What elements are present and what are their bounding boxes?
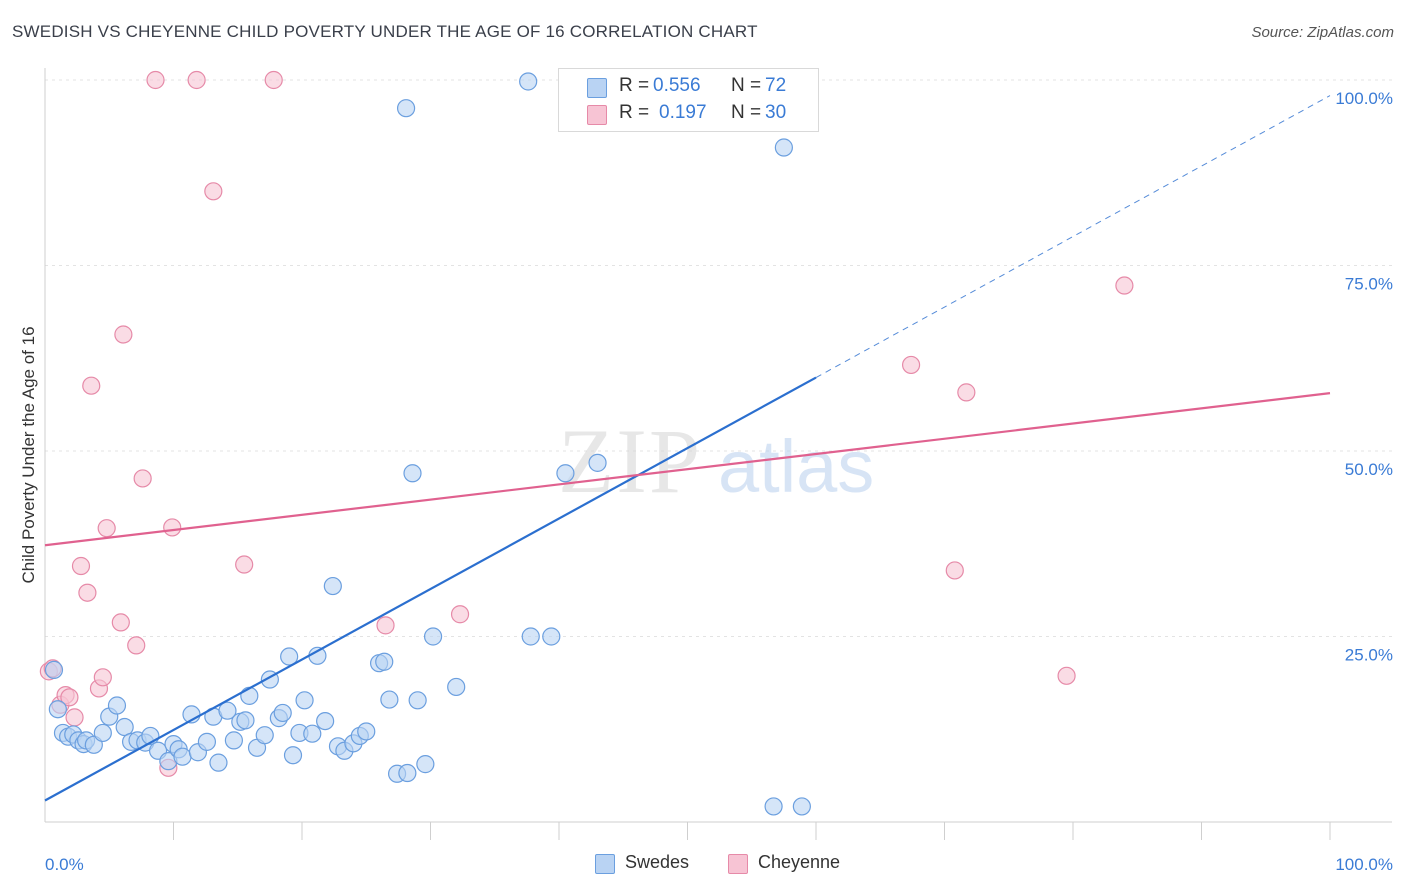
cheyenne-point <box>93 668 112 687</box>
y-tick-label: 100.0% <box>1335 89 1393 108</box>
cheyenne-swatch <box>728 854 748 874</box>
swedes-point <box>774 138 793 157</box>
series-swedes-points <box>44 70 811 816</box>
swedes-point <box>792 797 811 816</box>
swedes-point <box>323 576 342 596</box>
cheyenne-point <box>78 583 97 602</box>
n-label: N = <box>731 75 762 96</box>
r-value: 0.556 <box>653 75 701 96</box>
watermark-zip: ZIP <box>558 410 702 512</box>
swedes-point <box>357 722 376 741</box>
x-tick-label: 0.0% <box>45 855 84 874</box>
cheyenne-point <box>65 708 84 727</box>
legend-label-swedes: Swedes <box>625 852 690 872</box>
trend-line-swedes <box>44 376 817 802</box>
y-axis-label: Child Poverty Under the Age of 16 <box>19 326 38 584</box>
cheyenne-point <box>264 70 283 90</box>
cheyenne-point <box>133 469 152 488</box>
swedes-point <box>416 755 435 774</box>
swedes-point <box>375 652 394 671</box>
cheyenne-swatch <box>587 105 607 125</box>
tick-labels: 25.0% 50.0% 75.0% 100.0% 0.0% 100.0% <box>45 89 1393 874</box>
swedes-point <box>398 763 417 783</box>
swedes-point <box>93 723 112 743</box>
swedes-point <box>236 711 255 730</box>
gridlines <box>45 79 1392 637</box>
swedes-point <box>173 747 192 766</box>
chart-title: SWEDISH VS CHEYENNE CHILD POVERTY UNDER … <box>12 22 758 41</box>
trend-line-swedes-extension <box>815 95 1331 378</box>
swedes-point <box>316 711 335 731</box>
swedes-point <box>107 696 127 715</box>
swedes-point <box>295 691 314 710</box>
swedes-swatch <box>587 78 607 98</box>
swedes-point <box>556 464 575 483</box>
swedes-point <box>48 700 67 719</box>
cheyenne-point <box>146 70 165 90</box>
cheyenne-point <box>71 556 91 576</box>
swedes-point <box>224 731 243 750</box>
swedes-point <box>44 660 64 679</box>
cheyenne-point <box>901 355 921 375</box>
swedes-point <box>280 647 299 666</box>
series-legend: Swedes Cheyenne <box>0 852 1406 878</box>
r-value: 0.197 <box>659 102 707 123</box>
cheyenne-point <box>204 182 223 201</box>
cheyenne-point <box>114 325 133 344</box>
cheyenne-point <box>376 616 395 635</box>
swedes-point <box>273 703 292 723</box>
cheyenne-point <box>60 688 79 707</box>
n-value: 72 <box>765 75 787 96</box>
r-label: R = <box>619 102 650 123</box>
cheyenne-point <box>97 519 116 538</box>
swedes-point <box>255 726 274 745</box>
swedes-point <box>396 99 416 118</box>
swedes-point <box>209 753 228 772</box>
cheyenne-point <box>957 383 976 402</box>
swedes-swatch <box>595 854 615 874</box>
stats-legend: R = 0.556 N = 72 R = 0.197 N = 30 <box>558 68 819 132</box>
y-tick-label: 50.0% <box>1345 460 1393 479</box>
swedes-point <box>588 453 607 472</box>
swedes-point <box>197 732 217 751</box>
swedes-point <box>380 690 399 709</box>
swedes-point <box>408 691 427 710</box>
swedes-point <box>218 701 237 720</box>
cheyenne-point <box>163 518 182 537</box>
swedes-point <box>423 627 443 646</box>
y-tick-label: 75.0% <box>1345 275 1393 294</box>
swedes-point <box>283 746 303 765</box>
cheyenne-point <box>187 70 206 90</box>
n-label: N = <box>731 102 762 123</box>
cheyenne-point <box>111 613 130 632</box>
r-label: R = <box>619 75 650 96</box>
source-label: Source: ZipAtlas.com <box>1251 24 1394 41</box>
n-value: 30 <box>765 102 787 123</box>
swedes-point <box>521 627 540 646</box>
swedes-point <box>403 464 422 483</box>
cheyenne-point <box>450 605 470 624</box>
swedes-point <box>303 724 322 743</box>
axes <box>44 68 1392 840</box>
trend-line-cheyenne <box>44 392 1331 547</box>
swedes-point <box>447 677 466 697</box>
cheyenne-point <box>945 561 964 580</box>
legend-label-cheyenne: Cheyenne <box>758 852 841 872</box>
swedes-point <box>764 797 783 816</box>
watermark: ZIP atlas <box>558 410 874 512</box>
y-tick-label: 25.0% <box>1345 646 1393 665</box>
swedes-point <box>240 686 259 705</box>
cheyenne-point <box>235 555 254 574</box>
cheyenne-point <box>82 376 101 395</box>
swedes-point <box>542 627 561 646</box>
trend-lines <box>44 95 1331 802</box>
x-tick-label: 100.0% <box>1335 855 1393 874</box>
watermark-atlas: atlas <box>718 425 874 508</box>
cheyenne-point <box>1115 276 1134 295</box>
cheyenne-point <box>1057 666 1076 685</box>
cheyenne-point <box>127 636 146 655</box>
swedes-point <box>519 72 538 91</box>
